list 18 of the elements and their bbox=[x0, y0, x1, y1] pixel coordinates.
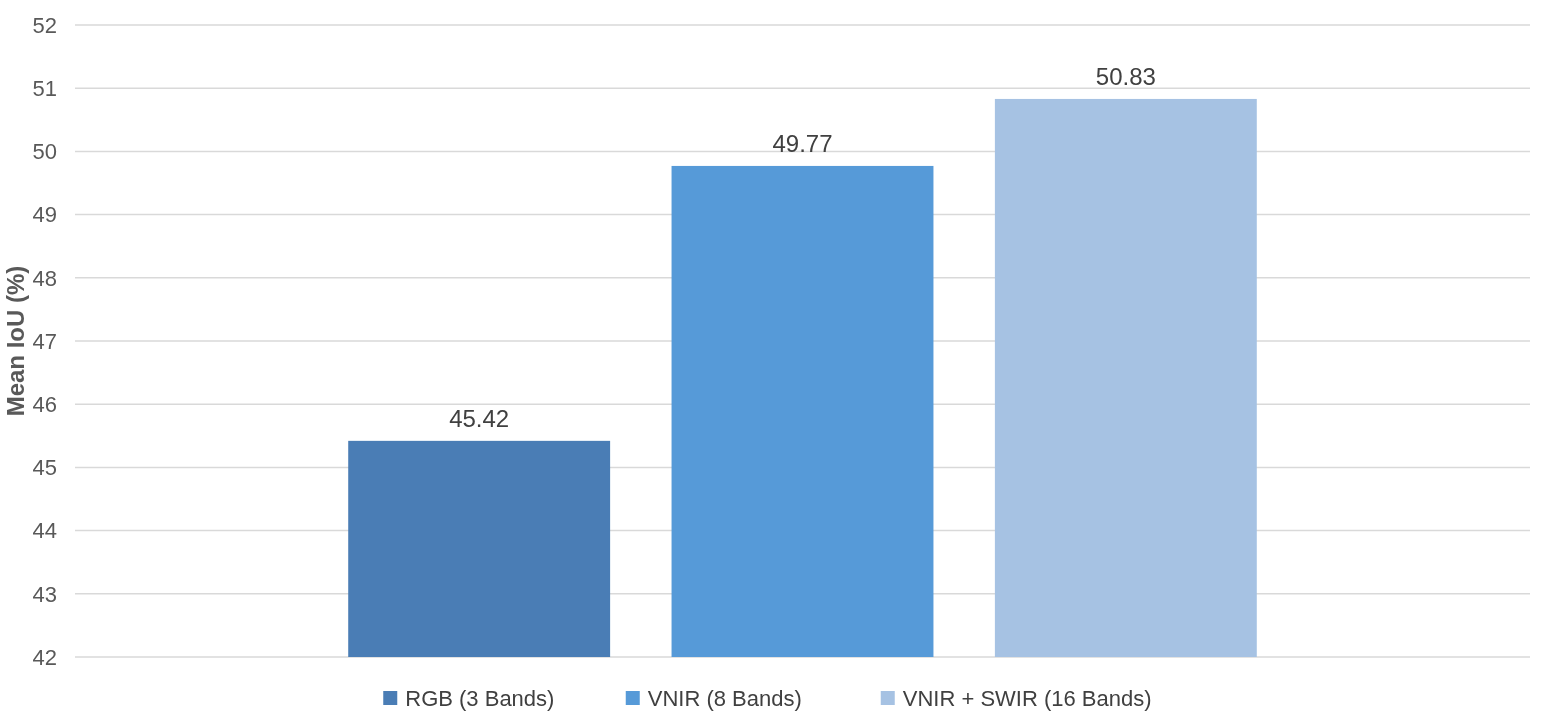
legend-label: VNIR + SWIR (16 Bands) bbox=[902, 685, 1152, 711]
y-tick-label: 46 bbox=[32, 391, 57, 417]
y-tick-label: 44 bbox=[32, 518, 57, 544]
legend-label: VNIR (8 Bands) bbox=[647, 685, 802, 711]
legend-label: RGB (3 Bands) bbox=[405, 685, 555, 711]
y-tick-label: 49 bbox=[32, 202, 57, 228]
data-label: 45.42 bbox=[449, 404, 510, 432]
data-label: 49.77 bbox=[772, 129, 833, 157]
y-tick-label: 52 bbox=[32, 12, 57, 38]
y-tick-label: 47 bbox=[32, 328, 57, 354]
y-tick-label: 50 bbox=[32, 139, 57, 165]
y-axis-title: Mean IoU (%) bbox=[2, 265, 29, 417]
y-tick-label: 45 bbox=[32, 455, 57, 481]
y-tick-label: 42 bbox=[32, 644, 57, 670]
y-tick-label: 43 bbox=[32, 581, 57, 607]
data-label: 50.83 bbox=[1095, 62, 1156, 90]
y-tick-label: 51 bbox=[32, 75, 57, 101]
y-tick-label: 48 bbox=[32, 265, 57, 291]
